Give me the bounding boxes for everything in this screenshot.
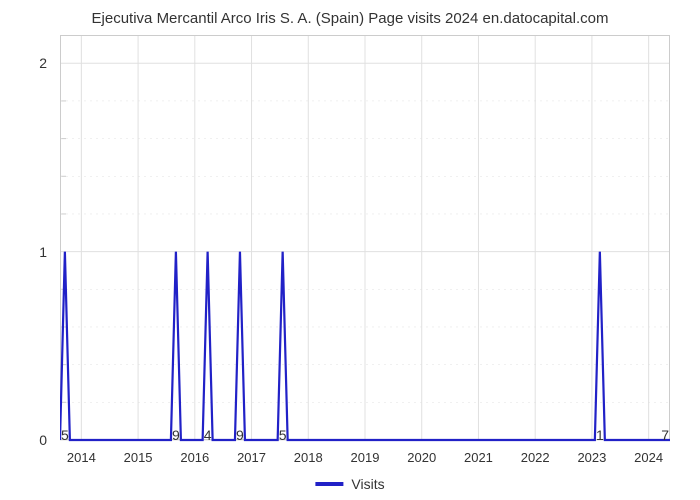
chart-title: Ejecutiva Mercantil Arco Iris S. A. (Spa… <box>0 0 700 27</box>
x-tick-label: 2019 <box>351 450 380 465</box>
legend-swatch <box>315 482 343 486</box>
value-label: 9 <box>236 427 244 443</box>
y-tick-label: 0 <box>39 432 47 448</box>
plot-area <box>60 35 670 440</box>
value-label: 5 <box>61 427 69 443</box>
y-tick-label: 1 <box>39 244 47 260</box>
x-tick-label: 2023 <box>577 450 606 465</box>
x-tick-label: 2016 <box>180 450 209 465</box>
value-label: 5 <box>279 427 287 443</box>
legend: Visits <box>315 476 384 492</box>
x-tick-label: 2020 <box>407 450 436 465</box>
x-axis: 2014 2015 2016 2017 2018 2019 2020 2021 2022 2023… <box>60 445 670 465</box>
x-tick-label: 2014 <box>67 450 96 465</box>
legend-label: Visits <box>351 476 384 492</box>
value-label: 1 <box>596 427 604 443</box>
value-label: 9 <box>172 427 180 443</box>
chart-svg <box>60 35 670 458</box>
y-axis: 0 1 2 <box>0 35 55 440</box>
x-tick-label: 2024 <box>634 450 663 465</box>
x-tick-label: 2017 <box>237 450 266 465</box>
x-tick-label: 2022 <box>521 450 550 465</box>
x-tick-label: 2015 <box>124 450 153 465</box>
y-tick-label: 2 <box>39 55 47 71</box>
x-tick-label: 2021 <box>464 450 493 465</box>
value-label: 7 <box>661 427 669 443</box>
value-label: 4 <box>204 427 212 443</box>
x-tick-label: 2018 <box>294 450 323 465</box>
